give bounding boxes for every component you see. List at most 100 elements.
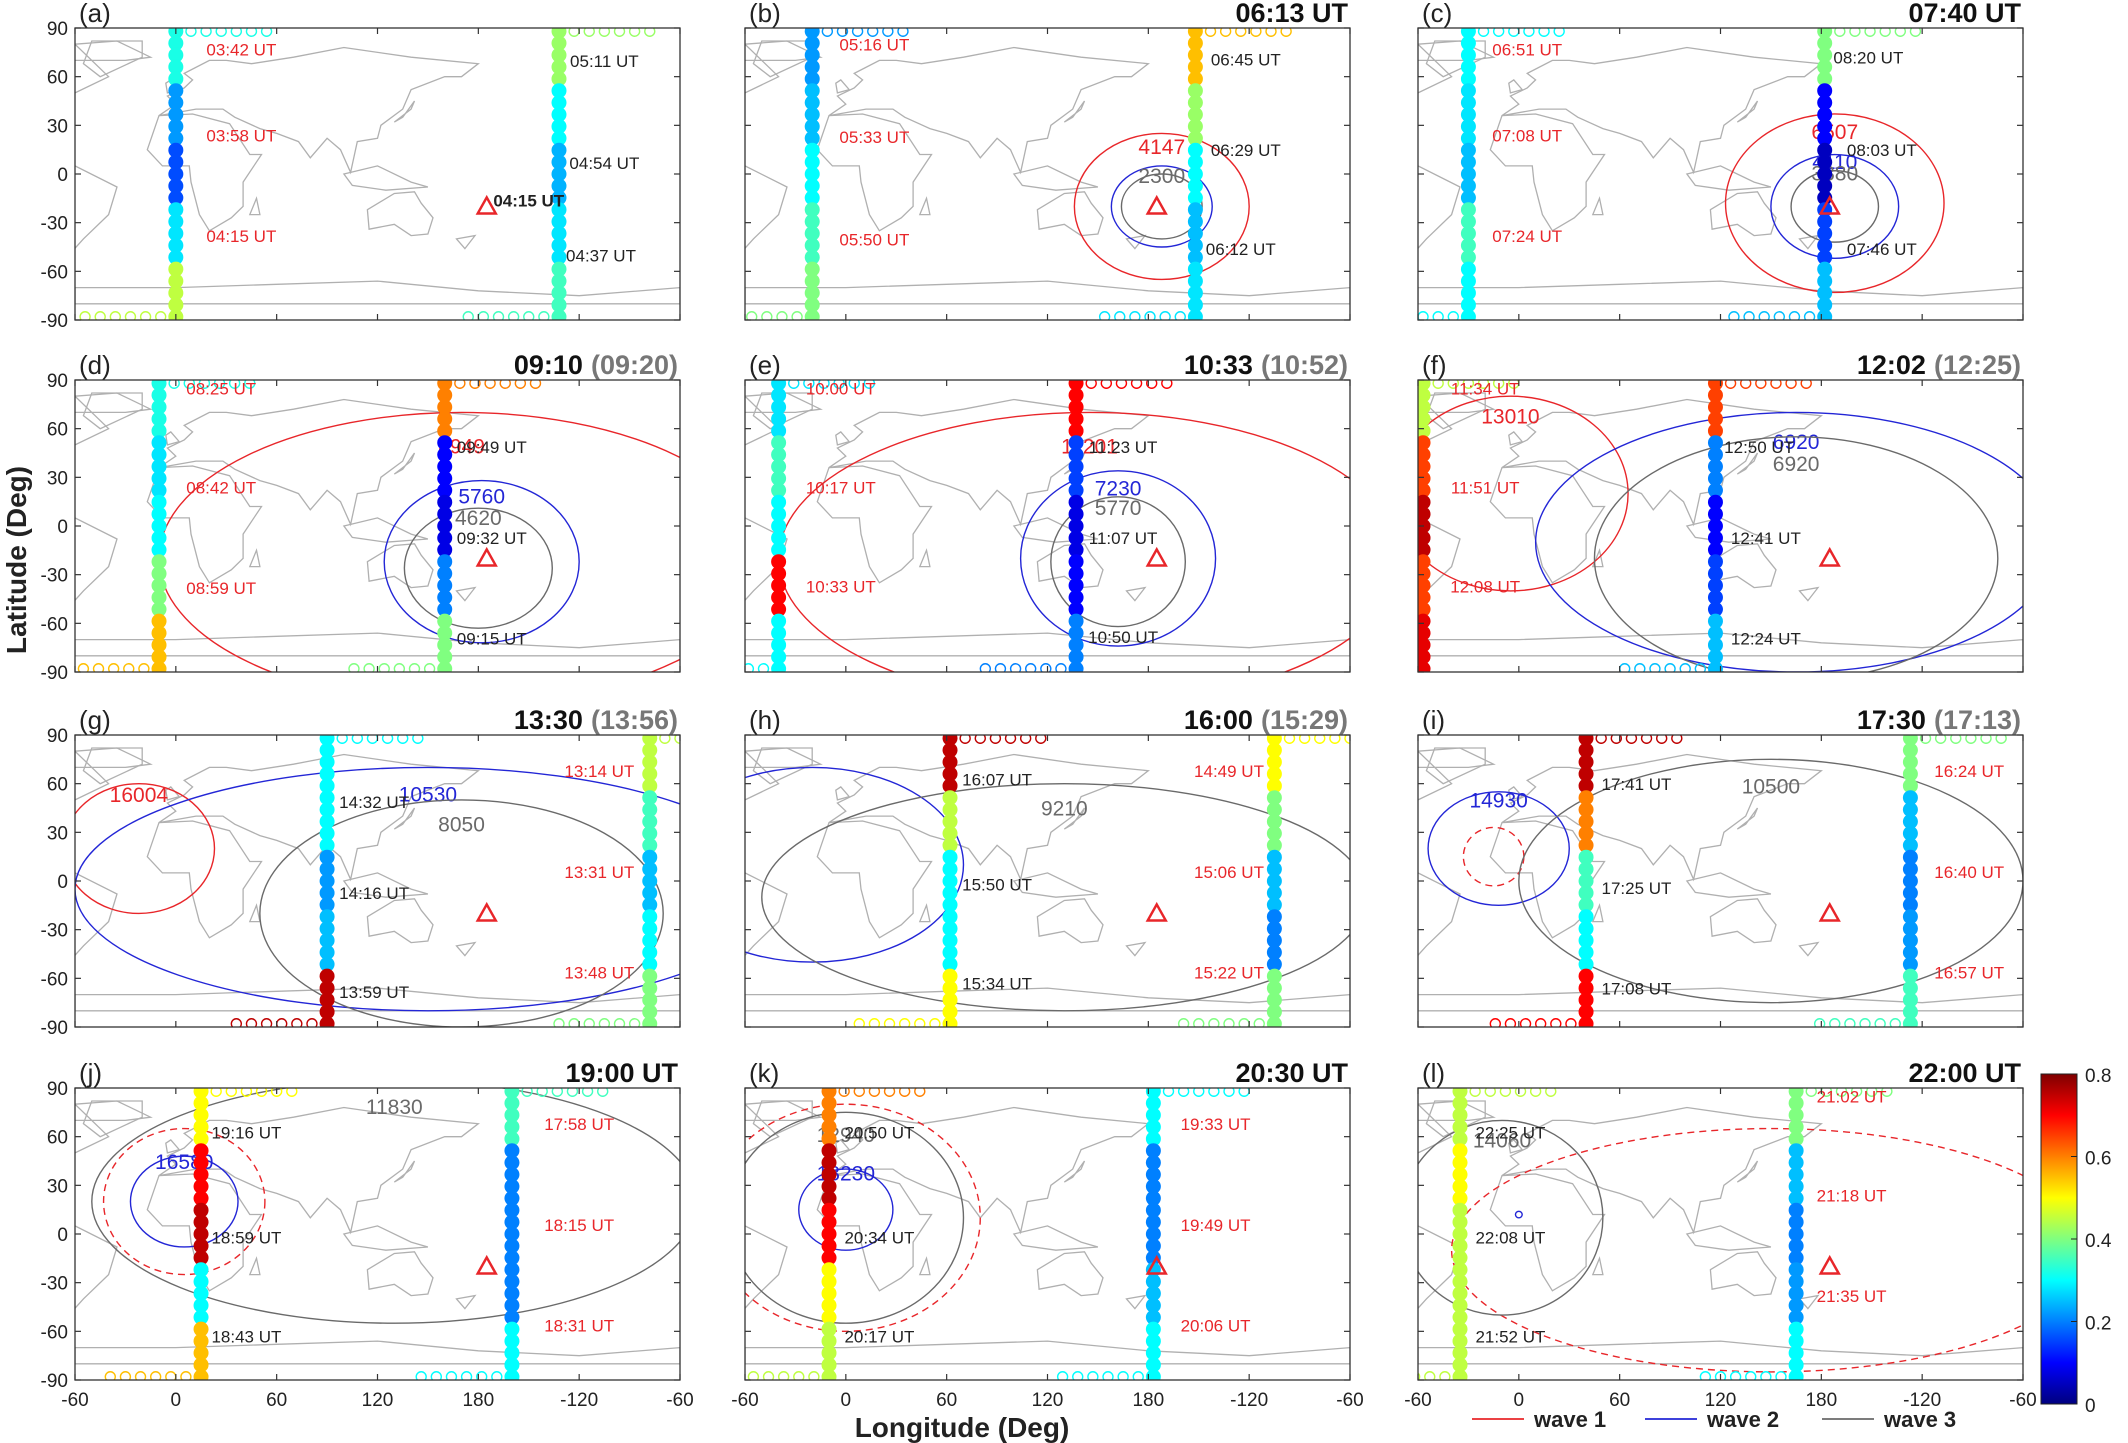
track-point	[1418, 589, 1431, 605]
track-point	[1266, 814, 1282, 830]
panel-h: 9210 16:07 UT 15:50 UT 15:34 UT 14:49 UT 15:0…	[744, 705, 1351, 1028]
track-point	[1788, 1333, 1804, 1349]
track-point	[1266, 968, 1282, 984]
track-point	[1452, 1119, 1468, 1135]
track-point	[255, 1088, 268, 1097]
coastline	[366, 543, 434, 589]
panel-title-time: 06:13 UT	[1235, 0, 1348, 28]
satellite-tracks	[745, 380, 1173, 672]
coastline	[1125, 586, 1147, 602]
satellite-tracks	[79, 28, 656, 320]
ut-label: 12:41 UT	[1731, 529, 1801, 548]
track-point	[762, 1371, 775, 1380]
colorbar: 0 0.2 0.4 0.6 0.8	[2040, 1066, 2112, 1417]
track-point	[437, 399, 453, 415]
coastline	[342, 872, 429, 898]
ut-label: 16:07 UT	[962, 770, 1032, 789]
track-point	[761, 311, 773, 320]
satellite-tracks	[1418, 28, 1922, 320]
ut-label: 18:15 UT	[544, 1216, 614, 1235]
panel-grid: 03:42 UT 03:58 UT 04:15 UT 05:11 UT 04:54 UT…	[41, 0, 2037, 1411]
wave3-contour	[259, 799, 664, 1027]
track-point	[1266, 778, 1282, 794]
track-point	[1817, 142, 1833, 158]
track-point	[1145, 1088, 1161, 1099]
coastline	[248, 903, 261, 923]
track-point	[1187, 249, 1203, 265]
wave3-contour	[1418, 1119, 1604, 1316]
x-tick-label: 120	[1032, 1390, 1064, 1411]
track-point	[942, 956, 958, 972]
ut-label: 14:32 UT	[339, 793, 409, 812]
track-point	[454, 380, 466, 389]
track-point	[1418, 423, 1431, 439]
track-point	[1418, 554, 1431, 570]
track-point	[868, 1088, 881, 1097]
coastline	[1798, 1294, 1820, 1310]
track-point	[529, 380, 542, 389]
track-point	[1829, 1018, 1841, 1027]
panel-title: 20:30 UT	[1235, 1058, 1348, 1088]
track-point	[1145, 1214, 1161, 1230]
track-point	[771, 530, 787, 546]
y-tick-label: 30	[47, 468, 68, 489]
coastline	[1591, 903, 1604, 923]
track-point	[771, 637, 787, 653]
track-point	[77, 663, 90, 672]
track-point	[551, 309, 567, 320]
track-point	[1707, 380, 1723, 391]
track-point	[1788, 1119, 1804, 1135]
track-point	[504, 1357, 520, 1373]
track-point	[1578, 742, 1594, 758]
track-point	[1068, 601, 1084, 617]
coastline	[816, 465, 933, 584]
coastline	[918, 1256, 931, 1276]
track-point	[1187, 285, 1203, 301]
track-point	[804, 71, 820, 87]
track-point	[180, 1371, 192, 1380]
track-point	[168, 214, 184, 230]
track-point	[491, 1371, 503, 1380]
track-point	[642, 849, 658, 865]
track-point	[1817, 166, 1833, 182]
track-point	[1266, 944, 1282, 960]
track-point	[319, 837, 335, 853]
track-point	[581, 1088, 594, 1097]
track-point	[942, 754, 958, 770]
track-point	[804, 47, 820, 63]
panel-title-alt-time: (12:25)	[1934, 350, 2021, 380]
station-marker	[475, 1254, 498, 1275]
ut-label: 08:20 UT	[1833, 49, 1903, 68]
station-marker	[1818, 194, 1841, 215]
track-point	[437, 423, 453, 439]
ut-label: 19:33 UT	[1181, 1115, 1251, 1134]
track-point	[319, 790, 335, 806]
track-point	[1817, 297, 1833, 313]
track-point	[1788, 1095, 1804, 1111]
track-point	[1902, 861, 1918, 877]
track-point	[1452, 1345, 1468, 1361]
ut-label: 12:24 UT	[1731, 629, 1801, 648]
track-point	[1208, 1088, 1220, 1097]
track-point	[1068, 577, 1084, 593]
track-point	[1707, 637, 1723, 653]
x-tick-label: -60	[61, 1390, 88, 1411]
track-point	[746, 311, 758, 320]
coastline	[1685, 1225, 1772, 1251]
track-point	[1817, 59, 1833, 75]
track-point	[193, 1274, 209, 1290]
track-point	[732, 312, 742, 322]
track-point	[1664, 663, 1676, 672]
satellite-tracks	[1489, 735, 2007, 1027]
track-point	[1788, 1143, 1804, 1159]
track-point	[462, 311, 474, 320]
track-point	[1068, 613, 1084, 629]
track-point	[821, 1226, 837, 1242]
coastline	[75, 747, 153, 957]
track-point	[1707, 459, 1723, 475]
track-point	[804, 297, 820, 313]
track-point	[1418, 649, 1431, 665]
wave2-contour	[1514, 1210, 1523, 1219]
track-point	[551, 190, 567, 206]
track-point	[1344, 735, 1350, 744]
